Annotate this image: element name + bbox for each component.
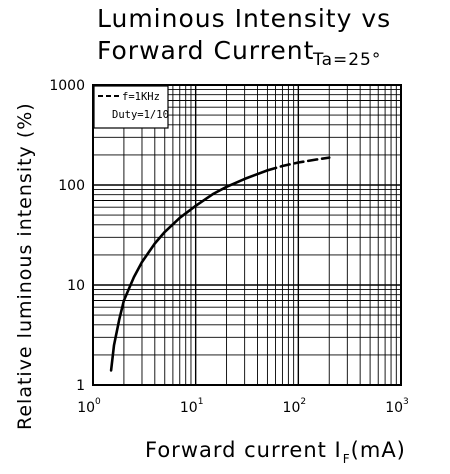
x-axis-label-text: Forward current I [145,438,342,462]
x-tick-label: 102 [283,397,307,416]
grid-lines [93,85,401,385]
y-tick-label: 10 [67,278,85,294]
x-tick-label: 101 [180,397,204,416]
x-tick-exponent: 2 [300,397,306,407]
x-tick-exponent: 0 [95,397,101,407]
y-tick-label: 1000 [49,78,85,94]
legend-box [93,85,169,129]
x-axis-label-unit: (mA) [350,438,406,462]
curve-solid-segment [109,169,269,372]
y-tick-label: 100 [58,178,85,194]
x-tick-exponent: 3 [403,397,409,407]
legend-entry-duty: Duty=1/10 [112,109,169,121]
plot-frame [92,84,402,386]
curve-dashed-segment [266,156,331,172]
x-tick-label: 100 [77,397,101,416]
x-axis-label: Forward current IF(mA) [145,438,406,466]
x-tick-exponent: 1 [198,397,204,407]
chart-title-line2: Forward Current [97,36,315,65]
x-tick-label: 103 [385,397,409,416]
chart-title-line1: Luminous Intensity vs [97,4,392,33]
data-series [109,156,331,372]
x-axis-label-subscript: F [342,452,351,466]
legend: f=1KHz Duty=1/10 [93,85,169,129]
y-tick-label: 1 [76,378,85,394]
legend-entry-frequency: f=1KHz [122,91,160,103]
temperature-condition: Ta=25° [313,50,382,70]
